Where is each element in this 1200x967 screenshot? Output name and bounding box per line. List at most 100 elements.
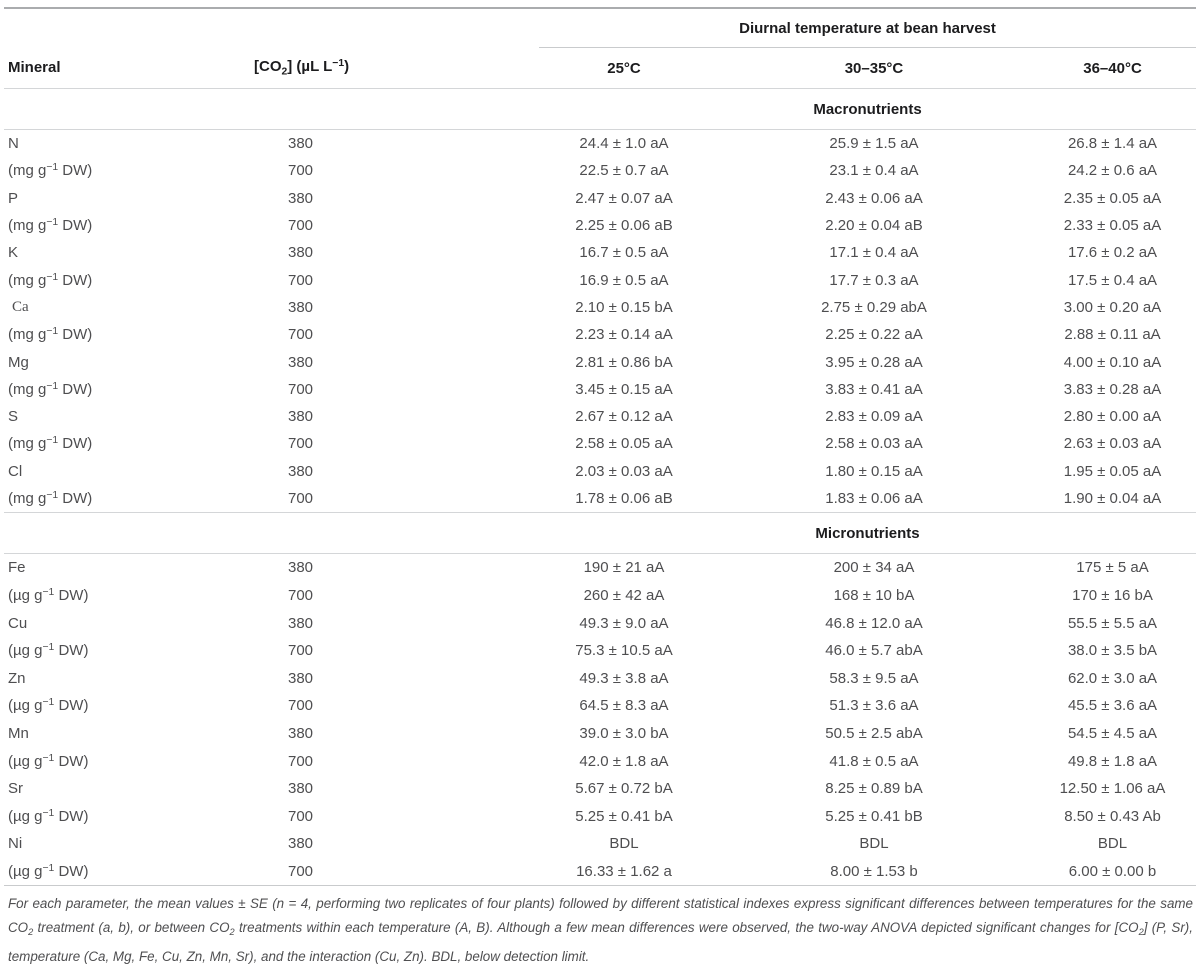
mineral-label-cell: S	[4, 403, 250, 430]
unit-label-cell: (µg g−1 DW)	[4, 803, 250, 831]
temp-value-cell: 2.10 ± 0.15 bA	[575, 298, 673, 316]
temp-value-cell: 51.3 ± 3.6 aA	[829, 697, 919, 715]
table-row: S 380 2.67 ± 0.12 aA 2.83 ± 0.09 aA 2.80 ± 0…	[4, 403, 1196, 430]
temp-value-cell: 2.83 ± 0.09 aA	[825, 408, 923, 426]
section-title: Macronutrients	[539, 88, 1197, 130]
table-row: Zn 380 49.3 ± 3.8 aA 58.3 ± 9.5 aA 62.0 ± 3.…	[4, 665, 1196, 693]
text-run: (µg g	[8, 587, 43, 605]
mineral-label-cell: Sr	[4, 775, 250, 803]
text-run: DW)	[54, 752, 89, 770]
co2-value-cell: 700	[288, 435, 314, 453]
temp-value-cell: 54.5 ± 4.5 aA	[1067, 725, 1158, 743]
table-row: K 380 16.7 ± 0.5 aA 17.1 ± 0.4 aA 17.6 ± 0.2…	[4, 239, 1196, 266]
table-row: P 380 2.47 ± 0.07 aA 2.43 ± 0.06 aA 2.35 ± 0…	[4, 185, 1196, 212]
co2-value-cell: 700	[288, 217, 314, 235]
mineral-label-cell: K	[4, 239, 250, 266]
table-row: (µg g−1 DW) 700 64.5 ± 8.3 aA 51.3 ± 3.6 aA…	[4, 692, 1196, 720]
temp-value-cell: 22.5 ± 0.7 aA	[579, 162, 669, 180]
text-run: Zn	[8, 669, 26, 687]
temp-value-cell: 5.25 ± 0.41 bA	[575, 807, 673, 825]
temp-value-cell: 42.0 ± 1.8 aA	[579, 752, 669, 770]
mineral-label-cell: Mg	[4, 348, 250, 375]
text-run: ] (µL L	[287, 58, 333, 76]
table-top-rule	[4, 7, 1196, 9]
unit-label-cell: (µg g−1 DW)	[4, 858, 250, 886]
co2-value-cell: 700	[288, 326, 314, 344]
temp-value-cell: 23.1 ± 0.4 aA	[829, 162, 919, 180]
text-run: )	[344, 58, 350, 76]
temp-value-cell: 2.33 ± 0.05 aA	[1063, 217, 1162, 235]
unit-label-cell: (mg g−1 DW)	[4, 157, 250, 184]
text-run: (mg g	[8, 490, 47, 508]
mineral-label-cell: Ni	[4, 830, 250, 858]
temp-value-cell: 26.8 ± 1.4 aA	[1067, 135, 1158, 153]
temp-value-cell: 3.83 ± 0.28 aA	[1063, 380, 1162, 398]
text-run: DW)	[58, 490, 93, 508]
temp-value-cell: 50.5 ± 2.5 abA	[825, 725, 923, 743]
temp-value-cell: 17.5 ± 0.4 aA	[1067, 271, 1158, 289]
superscript-text: −1	[46, 489, 59, 501]
temp-value-cell: 49.8 ± 1.8 aA	[1067, 752, 1158, 770]
section-header-spacer	[4, 512, 539, 555]
table-footnote: For each parameter, the mean values ± SE…	[4, 885, 1196, 967]
temp-value-cell: 75.3 ± 10.5 aA	[575, 642, 673, 660]
text-run: Mn	[8, 725, 29, 743]
superscript-text: −1	[46, 162, 59, 174]
unit-label-cell: (mg g−1 DW)	[4, 212, 250, 239]
temp-value-cell: 2.25 ± 0.06 aB	[575, 217, 673, 235]
co2-column-header: [CO2] (µL L−1)	[250, 47, 539, 89]
temp-value-cell: 2.80 ± 0.00 aA	[1063, 408, 1162, 426]
temp-value-cell: 2.23 ± 0.14 aA	[575, 326, 673, 344]
mineral-content-table: Diurnal temperature at bean harvest Mine…	[4, 9, 1197, 886]
temp-value-cell: 16.9 ± 0.5 aA	[579, 271, 669, 289]
unit-label-cell: (mg g−1 DW)	[4, 376, 250, 403]
text-run: DW)	[54, 697, 89, 715]
superscript-text: −1	[42, 697, 55, 709]
temp-value-cell: 8.25 ± 0.89 bA	[825, 780, 923, 798]
subscript-text: 2	[1138, 926, 1144, 937]
subscript-text: 2	[28, 926, 34, 937]
unit-label-cell: (mg g−1 DW)	[4, 266, 250, 293]
text-run: treatments within each temperature (A, B…	[234, 920, 1139, 936]
temp-value-cell: 2.25 ± 0.22 aA	[825, 326, 923, 344]
co2-value-cell: 380	[288, 462, 314, 480]
superscript-text: −1	[42, 807, 55, 819]
temp-value-cell: 260 ± 42 aA	[583, 587, 665, 605]
text-run: DW)	[58, 435, 93, 453]
temp-value-cell: 24.2 ± 0.6 aA	[1067, 162, 1158, 180]
temp-value-cell: 2.63 ± 0.03 aA	[1063, 435, 1162, 453]
text-run: (mg g	[8, 271, 47, 289]
mineral-label-cell: Ca	[4, 294, 250, 321]
temp-value-cell: 2.47 ± 0.07 aA	[575, 189, 673, 207]
temp-value-cell: BDL	[1097, 835, 1128, 853]
mineral-label-cell: Cu	[4, 609, 250, 637]
temp-value-cell: 168 ± 10 bA	[833, 587, 915, 605]
co2-value-cell: 700	[288, 490, 314, 507]
co2-value-cell: 380	[288, 835, 314, 853]
column-header-row: Mineral [CO2] (µL L−1) 25°C 30–35°C 36–4…	[4, 47, 1197, 89]
table-row: (µg g−1 DW) 700 260 ± 42 aA 168 ± 10 bA 170 …	[4, 582, 1196, 610]
text-run: Sr	[8, 780, 23, 798]
mineral-label-cell: Mn	[4, 720, 250, 748]
table-row: (µg g−1 DW) 700 42.0 ± 1.8 aA 41.8 ± 0.5 aA…	[4, 747, 1196, 775]
temp-value-cell: 5.25 ± 0.41 bB	[825, 807, 923, 825]
co2-value-cell: 700	[288, 752, 314, 770]
table-row: (µg g−1 DW) 700 16.33 ± 1.62 a 8.00 ± 1.53 …	[4, 858, 1196, 886]
temp-value-cell: 175 ± 5 aA	[1076, 559, 1149, 577]
co2-value-cell: 380	[288, 614, 314, 632]
temp-value-cell: 3.83 ± 0.41 aA	[825, 380, 923, 398]
mineral-label-cell: P	[4, 185, 250, 212]
co2-value-cell: 380	[288, 298, 314, 316]
temp-value-cell: 24.4 ± 1.0 aA	[579, 135, 669, 153]
table-row: Ni 380 BDL BDL BDL	[4, 830, 1196, 858]
temp-value-cell: 2.67 ± 0.12 aA	[575, 408, 673, 426]
temp-value-cell: 8.50 ± 0.43 Ab	[1064, 807, 1161, 825]
unit-label-cell: (µg g−1 DW)	[4, 637, 250, 665]
text-run: (mg g	[8, 217, 47, 235]
table-row: (mg g−1 DW) 700 22.5 ± 0.7 aA 23.1 ± 0.4 aA…	[4, 157, 1196, 184]
superscript-text: −1	[46, 326, 59, 338]
mineral-label-cell: Fe	[4, 554, 250, 582]
text-run: N	[8, 135, 19, 153]
text-run: Ni	[8, 835, 23, 853]
temp-value-cell: 41.8 ± 0.5 aA	[829, 752, 919, 770]
